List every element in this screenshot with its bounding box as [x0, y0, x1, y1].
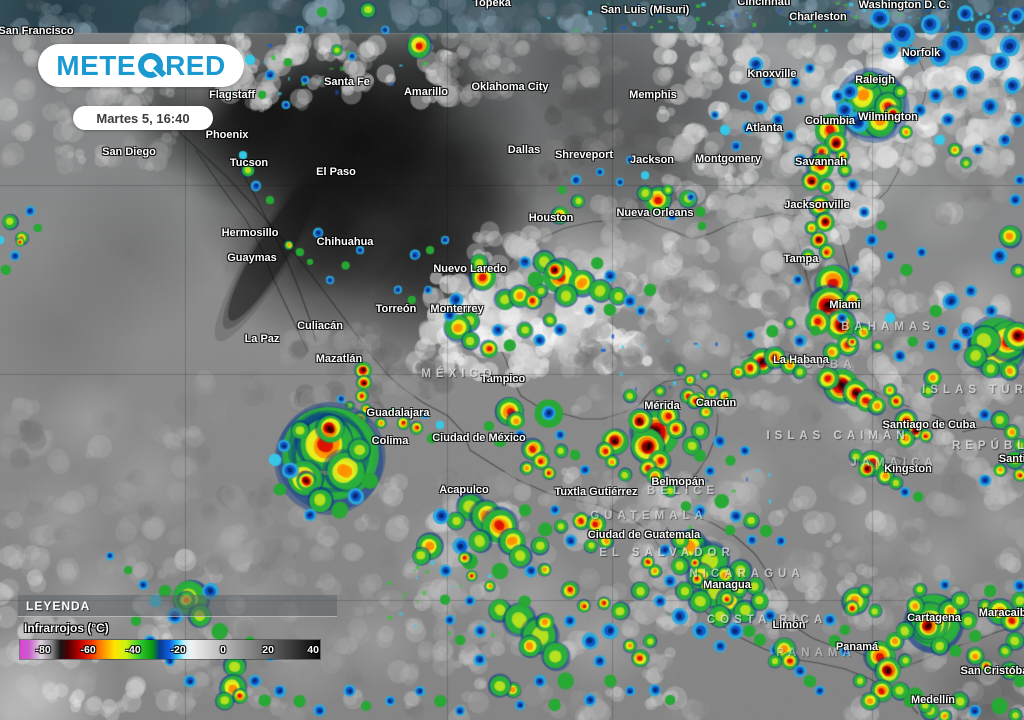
city-label: San Francisco	[0, 25, 74, 37]
city-label: Managua	[703, 579, 751, 591]
city-label: Torreón	[375, 303, 417, 315]
city-label: Houston	[528, 212, 574, 224]
timestamp-text: Martes 5, 16:40	[96, 110, 190, 126]
region-label: NICARAGUA	[689, 568, 805, 580]
legend-tick: -60	[80, 643, 96, 656]
logo-text-right: RED	[165, 49, 226, 81]
city-label: Acapulco	[439, 484, 489, 496]
city-label: Belmopán	[651, 476, 705, 488]
city-label: Tuxtla Gutiérrez	[554, 486, 638, 498]
city-label: Charleston	[789, 11, 847, 23]
city-label: Montgomery	[695, 153, 761, 165]
meteored-logo[interactable]: METE RED	[38, 44, 244, 87]
legend-title: LEYENDA	[26, 598, 91, 613]
region-label: REPÚBLICA	[951, 440, 1024, 452]
legend-panel: LEYENDA	[18, 595, 337, 617]
legend-tick: 20	[262, 643, 274, 656]
city-label: Medellín	[910, 694, 956, 706]
city-label: Cancún	[695, 397, 737, 409]
city-label: Memphis	[629, 89, 677, 101]
legend-tick: 0	[220, 643, 227, 656]
region-label: JAMAICA	[850, 457, 938, 469]
region-label: ISLAS TURCAS Y	[922, 384, 1024, 396]
city-label: Raleigh	[855, 74, 895, 86]
city-label: Kingston	[884, 463, 932, 475]
city-label: Ciudad de Guatemala	[587, 529, 701, 541]
city-label: Jackson	[629, 154, 675, 166]
city-label: Panamá	[835, 641, 879, 653]
legend-tick: -40	[125, 643, 141, 656]
city-label: Flagstaff	[209, 89, 255, 101]
city-label: San Diego	[102, 146, 156, 158]
region-label: GUATEMALA	[590, 510, 708, 522]
city-label: Miami	[829, 299, 861, 311]
city-label: Santa Fe	[324, 76, 370, 88]
city-label: Topeka	[473, 0, 511, 9]
city-label: Culiacán	[297, 320, 343, 332]
city-label: Norfolk	[901, 47, 941, 59]
city-label: Hermosillo	[221, 227, 279, 239]
region-label: MÉXICO	[421, 368, 497, 380]
timestamp-badge: Martes 5, 16:40	[73, 106, 213, 130]
city-label: Mérida	[644, 400, 680, 412]
city-label: Guaymas	[227, 252, 277, 264]
legend-tick: -80	[35, 643, 51, 656]
city-label: Tampa	[783, 253, 819, 265]
legend-scale-label: Infrarrojos (°C)	[24, 621, 109, 635]
region-label: ISLAS CAIMÁN	[766, 430, 910, 442]
city-label: Cincinnati	[737, 0, 791, 8]
legend-tick: -20	[170, 643, 186, 656]
city-label: Colima	[371, 435, 409, 447]
city-label: Maracaibo	[978, 607, 1024, 619]
city-label: Limón	[772, 619, 806, 631]
city-label: Nuevo Laredo	[433, 263, 507, 275]
city-label: El Paso	[316, 166, 356, 178]
city-label: Chihuahua	[316, 236, 374, 248]
region-label: BAHAMAS	[841, 321, 935, 333]
legend-colorbar: -80 -60 -40 -20 0 20 40	[19, 639, 321, 660]
city-label: La Habana	[773, 354, 829, 366]
region-label: BELICE	[646, 485, 720, 497]
city-label: San Cristóbal	[960, 665, 1024, 677]
city-label: Savannah	[795, 156, 847, 168]
city-label: Nueva Orleans	[616, 207, 694, 219]
city-label: Washington D. C.	[858, 0, 950, 11]
city-label: Wilmington	[858, 111, 918, 123]
city-label: Guadalajara	[366, 407, 430, 419]
city-label: Dallas	[507, 144, 541, 156]
city-label: Ciudad de México	[432, 432, 526, 444]
city-label: Knoxville	[747, 68, 797, 80]
city-label: Shreveport	[554, 149, 614, 161]
city-label: Oklahoma City	[471, 81, 549, 93]
city-label: Santiago de Cuba	[882, 419, 976, 431]
city-label: Tampico	[480, 373, 526, 385]
region-label: CUBA	[803, 359, 857, 371]
region-label: EL SALVADOR	[599, 547, 735, 559]
city-label: Phoenix	[205, 129, 249, 141]
city-label: San Luis (Misuri)	[600, 4, 690, 16]
logo-o-icon	[138, 53, 164, 78]
city-label: Columbia	[804, 115, 856, 127]
logo-text-left: METE	[56, 49, 137, 81]
city-label: Amarillo	[403, 86, 449, 98]
city-label: Tucson	[229, 157, 269, 169]
city-label: Santiago	[998, 453, 1024, 465]
city-label: Jacksonville	[784, 199, 850, 211]
legend-tick: 40	[307, 643, 319, 656]
city-label: Cartagena	[907, 612, 961, 624]
region-label: PANAMÁ	[776, 647, 856, 659]
city-label: La Paz	[244, 333, 280, 345]
region-label: COSTA RICA	[706, 614, 828, 626]
city-label: Atlanta	[745, 122, 783, 134]
city-label: Mazatlán	[315, 353, 363, 365]
city-label: Monterrey	[430, 303, 484, 315]
